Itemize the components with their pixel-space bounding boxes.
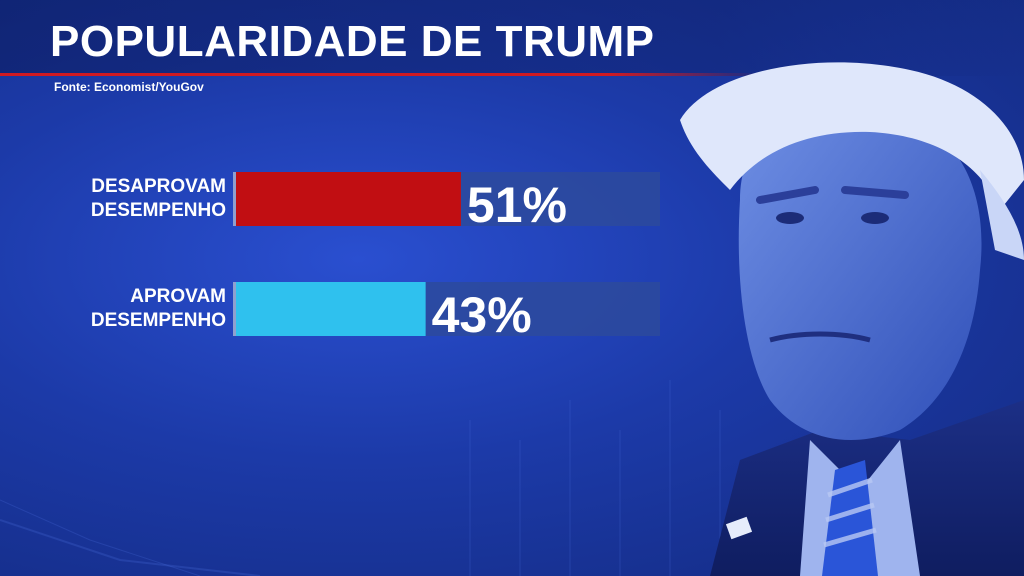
bar-value-label: 51% bbox=[467, 177, 567, 233]
portrait-image bbox=[680, 62, 1024, 576]
page-title: POPULARIDADE DE TRUMP bbox=[50, 17, 655, 66]
bar-category-label: DESAPROVAM bbox=[91, 176, 226, 197]
bar-edge bbox=[233, 282, 236, 336]
bar bbox=[236, 282, 426, 336]
bar-edge bbox=[233, 172, 236, 226]
title-underline bbox=[0, 73, 760, 76]
bar bbox=[236, 172, 461, 226]
bar-category-label: APROVAM bbox=[130, 286, 226, 307]
bar-category-label: DESEMPENHO bbox=[91, 200, 226, 221]
source-caption: Fonte: Economist/YouGov bbox=[54, 80, 204, 94]
bar-value-label: 43% bbox=[432, 287, 532, 343]
bar-category-label: DESEMPENHO bbox=[91, 310, 226, 331]
